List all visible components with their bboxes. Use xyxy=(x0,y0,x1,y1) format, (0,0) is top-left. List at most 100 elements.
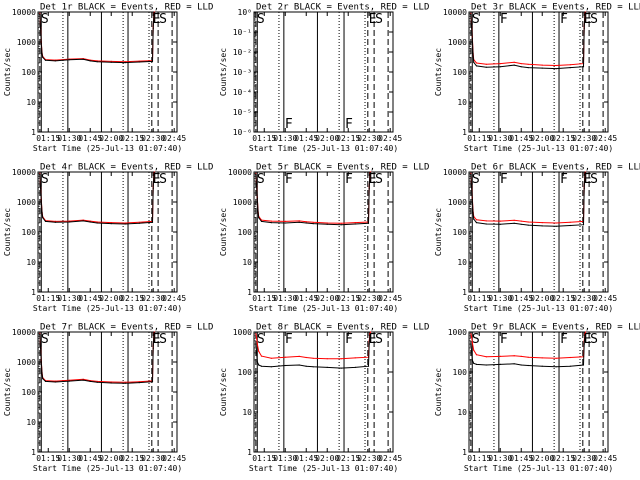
data-point xyxy=(110,382,112,384)
marker-label: S xyxy=(590,12,598,27)
plot-frame xyxy=(37,331,178,453)
y-axis-label: Counts/sec xyxy=(434,48,443,96)
data-point xyxy=(153,173,155,175)
y-tick-label: 1000 xyxy=(17,198,36,207)
x-tick-label: 02:30 xyxy=(357,294,381,303)
x-tick-label: 02:00 xyxy=(99,134,123,143)
data-point xyxy=(472,52,474,54)
data-point xyxy=(485,220,487,222)
y-tick-label: 1 xyxy=(247,288,252,297)
y-tick-label: 1 xyxy=(31,288,36,297)
data-point xyxy=(582,66,585,68)
data-point xyxy=(369,335,371,337)
x-tick-label: 01:15 xyxy=(467,134,491,143)
data-point xyxy=(485,356,487,358)
data-point xyxy=(96,61,98,63)
data-point xyxy=(326,358,328,360)
data-point xyxy=(470,13,472,15)
data-point xyxy=(68,59,70,61)
y-tick-label: 10⁻² xyxy=(233,48,252,57)
data-point xyxy=(40,28,42,30)
data-point xyxy=(475,354,478,356)
data-point xyxy=(541,357,543,359)
series-lld xyxy=(39,11,156,63)
data-point xyxy=(305,365,307,367)
x-tick-label: 01:15 xyxy=(467,294,491,303)
data-point xyxy=(124,223,126,225)
data-point xyxy=(96,221,98,223)
data-point xyxy=(298,220,300,222)
data-point xyxy=(68,220,70,222)
y-tick-label: 10000 xyxy=(443,8,467,17)
data-point xyxy=(527,364,529,367)
data-point xyxy=(154,172,156,174)
x-tick-label: 01:30 xyxy=(488,134,512,143)
y-tick-label: 100 xyxy=(22,228,37,237)
data-point xyxy=(138,381,140,383)
data-point xyxy=(585,172,587,174)
data-point xyxy=(42,56,44,58)
x-tick-label: 01:30 xyxy=(488,454,512,463)
x-axis-label: Start Time (25-Jul-13 01:07:40) xyxy=(464,464,613,473)
data-point xyxy=(312,223,314,225)
data-point xyxy=(513,61,515,63)
data-point xyxy=(340,224,342,226)
y-tick-label: 100 xyxy=(453,368,468,377)
y-tick-label: 1 xyxy=(31,128,36,137)
data-point xyxy=(154,332,156,334)
y-tick-label: 10 xyxy=(26,98,36,107)
data-point xyxy=(54,220,56,222)
x-axis-label: Start Time (25-Jul-13 01:07:40) xyxy=(249,144,398,153)
data-point xyxy=(520,63,522,65)
data-point xyxy=(124,381,126,383)
x-axis-label: Start Time (25-Jul-13 01:07:40) xyxy=(249,304,398,313)
data-point xyxy=(82,58,84,60)
data-point xyxy=(367,222,370,224)
data-point xyxy=(312,366,314,368)
data-point xyxy=(41,211,43,213)
data-point xyxy=(270,357,272,359)
data-point xyxy=(527,63,529,65)
panel-title: Det 1r BLACK = Events, RED = LLD xyxy=(40,3,213,13)
panel-title: Det 5r BLACK = Events, RED = LLD xyxy=(256,163,429,173)
x-tick-label: 02:00 xyxy=(315,134,339,143)
data-point xyxy=(96,381,98,383)
data-point xyxy=(54,221,56,223)
panel-title: Det 2r BLACK = Events, RED = LLD xyxy=(256,3,429,13)
x-tick-label: 01:15 xyxy=(252,294,276,303)
marker-label: S xyxy=(257,332,265,347)
x-tick-label: 01:30 xyxy=(57,294,81,303)
data-point xyxy=(555,64,557,67)
data-point xyxy=(256,186,258,188)
plot-frame xyxy=(468,11,609,133)
panel-det-4: Det 4r BLACK = Events, RED = LLD 1 10 100 10… xyxy=(3,163,213,314)
data-point xyxy=(260,365,263,367)
x-tick-label: 02:00 xyxy=(530,454,554,463)
data-point xyxy=(527,67,529,69)
data-point xyxy=(312,221,314,223)
data-point xyxy=(513,219,515,221)
data-point xyxy=(89,220,91,222)
data-point xyxy=(89,60,91,62)
data-point xyxy=(470,343,472,345)
panel-det-1: Det 1r BLACK = Events, RED = LLD 1 10 100 10… xyxy=(3,3,213,154)
data-point xyxy=(256,352,258,354)
y-tick-label: 100 xyxy=(453,68,468,77)
marker-label: F xyxy=(560,172,568,187)
x-tick-label: 02:30 xyxy=(357,454,381,463)
data-point xyxy=(527,224,529,226)
data-point xyxy=(89,380,91,382)
data-point xyxy=(256,361,258,363)
data-point xyxy=(54,381,56,383)
data-point xyxy=(39,333,41,335)
data-point xyxy=(298,355,300,357)
x-tick-label: 01:45 xyxy=(509,454,533,463)
data-point xyxy=(284,222,286,224)
marker-label: F xyxy=(500,12,508,27)
data-point xyxy=(255,343,257,345)
x-tick-label: 01:30 xyxy=(273,294,297,303)
x-tick-label: 01:15 xyxy=(252,454,276,463)
data-point xyxy=(582,224,585,226)
data-point xyxy=(555,225,557,227)
y-axis-label: Counts/sec xyxy=(219,368,228,416)
